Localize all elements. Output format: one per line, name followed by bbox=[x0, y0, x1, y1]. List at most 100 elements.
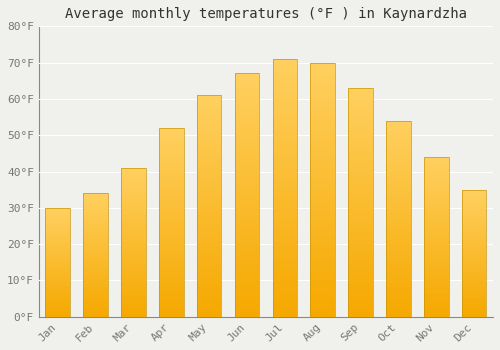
Bar bbox=[272, 160, 297, 162]
Bar bbox=[272, 242, 297, 245]
Bar bbox=[348, 108, 373, 111]
Bar bbox=[197, 275, 222, 277]
Bar bbox=[348, 248, 373, 251]
Bar bbox=[386, 213, 410, 215]
Bar bbox=[462, 264, 486, 265]
Bar bbox=[159, 307, 184, 309]
Bar bbox=[462, 233, 486, 234]
Bar bbox=[348, 244, 373, 246]
Bar bbox=[348, 161, 373, 163]
Bar bbox=[462, 225, 486, 226]
Bar bbox=[234, 96, 260, 98]
Bar bbox=[462, 268, 486, 270]
Bar bbox=[84, 284, 108, 285]
Bar bbox=[386, 301, 410, 303]
Bar bbox=[310, 264, 335, 266]
Bar bbox=[121, 198, 146, 199]
Bar bbox=[348, 273, 373, 275]
Bar bbox=[84, 248, 108, 249]
Bar bbox=[348, 111, 373, 113]
Bar bbox=[272, 258, 297, 260]
Bar bbox=[159, 128, 184, 317]
Bar bbox=[424, 232, 448, 234]
Bar bbox=[462, 309, 486, 310]
Bar bbox=[348, 221, 373, 223]
Bar bbox=[462, 270, 486, 271]
Bar bbox=[197, 279, 222, 281]
Bar bbox=[424, 215, 448, 216]
Bar bbox=[121, 305, 146, 306]
Bar bbox=[424, 315, 448, 317]
Bar bbox=[272, 175, 297, 177]
Bar bbox=[310, 63, 335, 65]
Bar bbox=[234, 258, 260, 261]
Bar bbox=[197, 299, 222, 301]
Bar bbox=[46, 256, 70, 257]
Bar bbox=[348, 205, 373, 207]
Bar bbox=[84, 254, 108, 255]
Bar bbox=[424, 294, 448, 296]
Bar bbox=[424, 269, 448, 271]
Bar bbox=[197, 315, 222, 317]
Bar bbox=[197, 233, 222, 235]
Bar bbox=[46, 264, 70, 265]
Bar bbox=[272, 309, 297, 312]
Bar bbox=[121, 256, 146, 257]
Bar bbox=[462, 276, 486, 278]
Bar bbox=[121, 241, 146, 242]
Bar bbox=[310, 233, 335, 236]
Bar bbox=[84, 218, 108, 219]
Bar bbox=[234, 202, 260, 205]
Bar bbox=[46, 248, 70, 249]
Bar bbox=[121, 293, 146, 294]
Bar bbox=[234, 74, 260, 76]
Bar bbox=[462, 307, 486, 308]
Bar bbox=[462, 230, 486, 232]
Bar bbox=[121, 168, 146, 317]
Bar bbox=[272, 252, 297, 255]
Bar bbox=[348, 264, 373, 266]
Bar bbox=[424, 206, 448, 208]
Bar bbox=[234, 159, 260, 161]
Bar bbox=[84, 260, 108, 261]
Bar bbox=[84, 300, 108, 301]
Bar bbox=[159, 288, 184, 290]
Bar bbox=[46, 212, 70, 213]
Bar bbox=[234, 107, 260, 110]
Bar bbox=[234, 171, 260, 173]
Bar bbox=[234, 227, 260, 229]
Bar bbox=[348, 237, 373, 239]
Bar bbox=[84, 216, 108, 217]
Bar bbox=[159, 219, 184, 220]
Bar bbox=[197, 164, 222, 166]
Bar bbox=[386, 281, 410, 284]
Bar bbox=[348, 93, 373, 95]
Bar bbox=[424, 283, 448, 285]
Bar bbox=[348, 193, 373, 196]
Bar bbox=[348, 214, 373, 216]
Bar bbox=[272, 203, 297, 206]
Bar bbox=[46, 313, 70, 314]
Bar bbox=[197, 108, 222, 111]
Bar bbox=[159, 311, 184, 313]
Bar bbox=[348, 147, 373, 150]
Bar bbox=[386, 164, 410, 166]
Bar bbox=[121, 192, 146, 193]
Bar bbox=[84, 256, 108, 258]
Bar bbox=[84, 296, 108, 297]
Bar bbox=[159, 166, 184, 168]
Bar bbox=[462, 261, 486, 262]
Bar bbox=[386, 289, 410, 291]
Bar bbox=[462, 228, 486, 229]
Bar bbox=[121, 253, 146, 254]
Bar bbox=[121, 193, 146, 195]
Bar bbox=[84, 241, 108, 243]
Bar bbox=[348, 216, 373, 218]
Bar bbox=[272, 222, 297, 224]
Bar bbox=[424, 162, 448, 163]
Bar bbox=[424, 173, 448, 175]
Bar bbox=[159, 283, 184, 285]
Bar bbox=[310, 149, 335, 152]
Bar bbox=[272, 147, 297, 149]
Bar bbox=[310, 236, 335, 238]
